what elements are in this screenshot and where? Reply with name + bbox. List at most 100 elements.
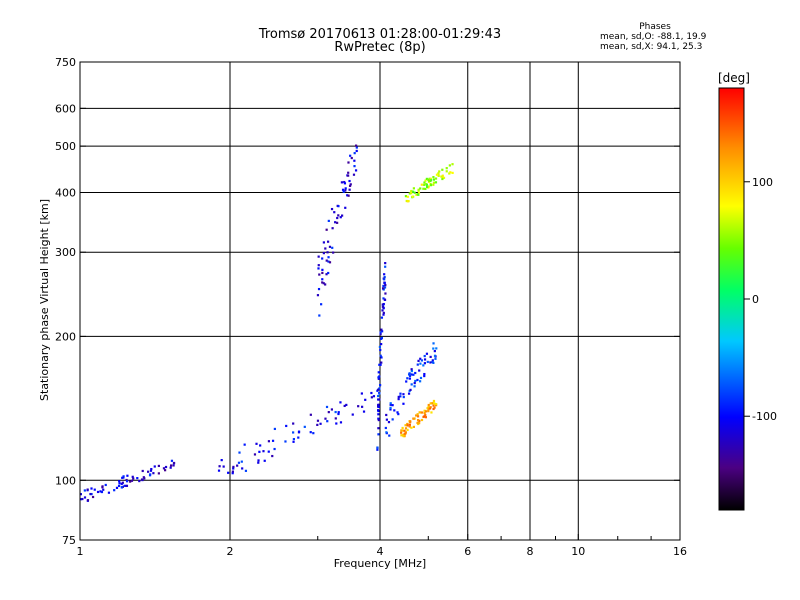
data-point (384, 283, 387, 287)
data-point (320, 303, 323, 306)
data-point (334, 410, 337, 414)
data-point (121, 476, 124, 479)
y-tick-label: 750 (55, 56, 76, 69)
data-point (424, 410, 428, 413)
data-point (429, 402, 432, 405)
data-point (381, 330, 384, 333)
data-point (423, 362, 426, 365)
data-point (418, 369, 421, 372)
data-point (292, 437, 295, 441)
data-point (417, 359, 420, 362)
data-point (408, 377, 412, 380)
data-point (317, 255, 320, 258)
data-point (244, 469, 248, 472)
data-point (327, 271, 330, 275)
data-point (164, 469, 167, 472)
data-point (238, 451, 241, 454)
data-point (83, 489, 86, 492)
data-point (419, 362, 422, 365)
data-point (422, 364, 425, 367)
data-point (90, 487, 93, 490)
data-point (422, 187, 425, 190)
data-point (347, 171, 350, 174)
data-point (387, 420, 391, 424)
data-point (271, 454, 274, 458)
data-point (364, 398, 367, 401)
data-point (292, 431, 295, 434)
data-point (404, 424, 407, 427)
data-point (384, 426, 387, 430)
x-tick-label: 6 (464, 545, 471, 558)
data-point (424, 179, 427, 182)
data-point (397, 413, 400, 416)
data-point (379, 333, 382, 336)
data-point (328, 261, 332, 264)
data-point (303, 425, 306, 428)
y-tick-label: 200 (55, 330, 76, 343)
data-point (408, 423, 411, 426)
data-point (130, 479, 134, 482)
data-point (344, 187, 347, 190)
data-point (107, 491, 111, 494)
data-point (117, 484, 121, 488)
data-point (89, 492, 92, 496)
data-point (400, 429, 403, 432)
y-tick-label: 500 (55, 140, 76, 153)
y-tick-label: 75 (62, 534, 76, 547)
data-point (378, 398, 381, 401)
data-point (372, 395, 376, 398)
data-point (334, 417, 337, 420)
data-point (326, 420, 329, 423)
data-point (150, 467, 153, 471)
data-point (424, 413, 427, 417)
data-point (222, 465, 225, 468)
data-point (146, 470, 150, 473)
data-point (404, 195, 408, 198)
data-point (433, 349, 436, 353)
data-point (429, 177, 432, 180)
grid-lines (79, 62, 681, 540)
data-point (227, 471, 230, 474)
data-point (345, 403, 348, 407)
data-point (350, 156, 353, 160)
data-point (377, 427, 380, 430)
data-point (400, 434, 403, 437)
colorbar-tick-label: 0 (752, 293, 759, 306)
data-point (429, 361, 432, 364)
data-point (404, 432, 407, 435)
data-point (312, 432, 315, 435)
data-point (440, 175, 443, 178)
data-point (406, 424, 409, 427)
data-point (344, 206, 347, 209)
data-point (418, 419, 421, 422)
data-point (410, 383, 413, 386)
data-point (377, 418, 380, 422)
data-point (380, 343, 383, 346)
data-point (411, 195, 414, 198)
data-point (377, 433, 380, 436)
data-point (417, 422, 420, 426)
data-point (102, 488, 105, 491)
data-point (377, 371, 380, 374)
data-point (81, 497, 84, 501)
data-point (118, 480, 121, 483)
data-point (86, 499, 90, 502)
data-point (353, 165, 356, 168)
data-point (292, 422, 295, 425)
data-point (438, 170, 441, 173)
data-point (409, 388, 412, 391)
data-point (382, 313, 385, 316)
data-point (136, 477, 139, 480)
data-point (420, 359, 423, 362)
data-point (400, 431, 403, 434)
data-point (380, 316, 384, 319)
data-point (410, 373, 413, 376)
data-point (157, 464, 160, 468)
data-point (432, 176, 435, 179)
chart-title-block: Tromsø 20170613 01:28:00-01:29:43 RwPret… (230, 28, 530, 54)
data-point (402, 393, 405, 396)
data-point (377, 388, 380, 391)
data-point (355, 149, 358, 153)
data-point (406, 377, 409, 380)
data-point (330, 207, 334, 211)
